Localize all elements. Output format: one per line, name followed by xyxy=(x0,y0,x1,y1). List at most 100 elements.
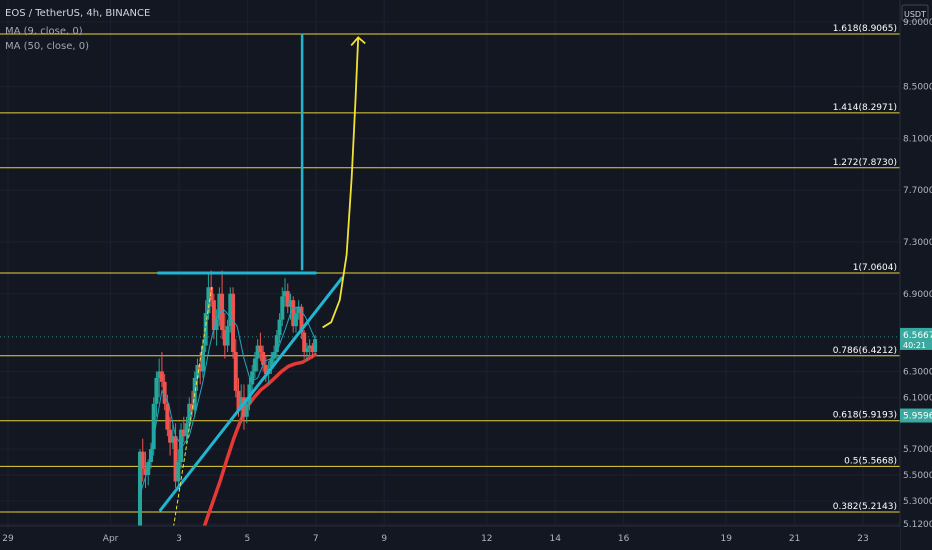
candle-body xyxy=(239,397,244,411)
fib-label: 0.5(5.5668) xyxy=(844,456,897,466)
candle-body xyxy=(159,371,164,382)
symbol-title: EOS / TetherUS, 4h, BINANCE xyxy=(5,8,151,19)
candle-body xyxy=(252,358,257,372)
candle-body xyxy=(220,293,225,331)
price-tick-label: 6.9000 xyxy=(903,290,932,300)
candle-body xyxy=(302,332,307,353)
candle-body xyxy=(280,296,285,320)
candle-body xyxy=(176,462,181,482)
ma-price-value: 5.9596 xyxy=(903,412,932,422)
candle-body xyxy=(206,287,211,314)
candle-body xyxy=(288,300,293,307)
price-tick-label: 7.7000 xyxy=(903,186,932,196)
candle-body xyxy=(214,319,219,331)
candle-body xyxy=(217,293,222,320)
fib-levels: 1.618(8.9065) 1.414(8.2971) 1.272(7.8730) 1… xyxy=(0,24,900,513)
ma-9-legend[interactable]: MA (9, close, 0) xyxy=(5,26,83,37)
candle-body xyxy=(272,352,277,359)
drawings xyxy=(156,33,366,528)
candle-body xyxy=(299,306,304,333)
candle-body xyxy=(263,364,268,375)
price-axis-bg xyxy=(900,0,932,550)
candle-body xyxy=(184,423,189,437)
candle-body xyxy=(189,403,194,411)
time-tick-label: 16 xyxy=(618,534,630,544)
price-tick-label: 9.0000 xyxy=(903,18,932,28)
candle-body xyxy=(165,403,170,430)
candle-body xyxy=(154,377,159,404)
ma-9-layer xyxy=(139,306,316,495)
time-tick-label: Apr xyxy=(103,534,119,544)
candle-body xyxy=(140,451,145,469)
candle-body xyxy=(200,345,205,372)
time-tick-label: 9 xyxy=(381,534,387,544)
candle-body xyxy=(228,293,233,327)
price-tick-label: 5.3000 xyxy=(903,497,932,507)
candle-body xyxy=(151,403,156,450)
fib-label: 1.618(8.9065) xyxy=(833,24,897,34)
candle-body xyxy=(168,429,173,443)
price-tick-label: 5.5000 xyxy=(903,471,932,481)
time-tick-label: 29 xyxy=(2,534,14,544)
candle-body xyxy=(277,319,282,336)
ma-50-layer xyxy=(196,352,317,548)
fib-label: 1.272(7.8730) xyxy=(833,158,897,168)
fib-label: 0.786(6.4212) xyxy=(833,346,897,356)
ma-9-line xyxy=(139,306,316,495)
last-price-countdown: 40:21 xyxy=(903,341,926,350)
candle-body xyxy=(283,291,288,297)
candle-body xyxy=(255,345,260,359)
price-tick-label: 8.1000 xyxy=(903,134,932,144)
candle-body xyxy=(203,313,208,346)
currency-label: USDT xyxy=(904,10,926,19)
time-tick-label: 12 xyxy=(481,534,492,544)
candle-body xyxy=(170,436,175,443)
candle-body xyxy=(293,313,298,327)
price-tick-label: 5.7000 xyxy=(903,445,932,455)
ma-price-badge xyxy=(900,408,932,423)
fib-label: 1(7.0604) xyxy=(853,263,897,273)
candle-body xyxy=(310,345,315,353)
candle-body xyxy=(285,291,290,307)
candle-body xyxy=(195,364,200,378)
candle-body xyxy=(211,300,216,331)
candle-body xyxy=(291,300,296,327)
time-tick-label: 14 xyxy=(549,534,561,544)
candle-body xyxy=(187,403,192,424)
price-tick-label: 5.1200 xyxy=(903,520,932,530)
candle-body xyxy=(233,352,238,391)
time-tick-label: 5 xyxy=(245,534,251,544)
price-tick-label: 8.5000 xyxy=(903,83,932,93)
candle-body xyxy=(304,348,309,353)
candle-body xyxy=(225,326,230,346)
grid xyxy=(0,0,900,526)
candle-body xyxy=(244,403,249,417)
price-tick-label: 6.3000 xyxy=(903,367,932,377)
time-tick-label: 21 xyxy=(789,534,800,544)
candle-body xyxy=(269,358,274,369)
candle-body xyxy=(157,371,162,378)
candle-body xyxy=(198,364,203,372)
time-axis[interactable]: 29 Apr 3 5 7 9 12 14 16 19 21 23 xyxy=(0,525,900,550)
candle-body xyxy=(236,390,241,411)
time-tick-label: 19 xyxy=(720,534,732,544)
ma-50-legend[interactable]: MA (50, close, 0) xyxy=(5,41,90,52)
fib-label: 0.382(5.2143) xyxy=(833,502,897,512)
trendline-support xyxy=(159,276,344,512)
candle-body xyxy=(143,468,148,476)
time-tick-label: 3 xyxy=(176,534,182,544)
projection-arrowhead xyxy=(350,36,366,47)
currency-box xyxy=(901,4,929,22)
fib-label: 1.414(8.2971) xyxy=(833,103,897,113)
candle-body xyxy=(241,397,246,417)
trendline-early-trend xyxy=(173,286,213,528)
time-axis-bg xyxy=(0,526,900,550)
last-price-value: 6.5667 xyxy=(903,331,932,341)
candle-body xyxy=(274,335,279,353)
candle-body xyxy=(179,429,184,463)
last-price-badge xyxy=(900,327,932,350)
candle-body xyxy=(138,451,143,530)
